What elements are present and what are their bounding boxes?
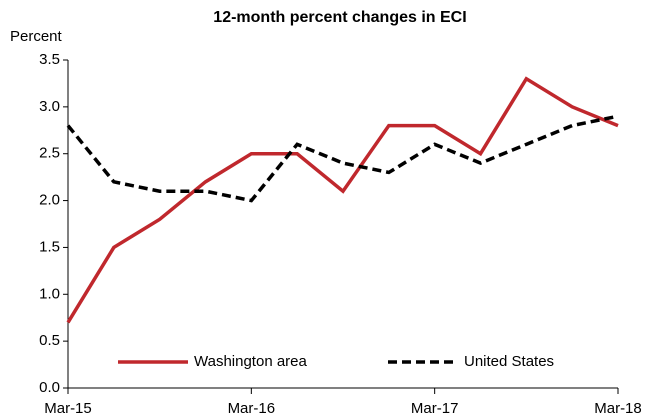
x-tick-label: Mar-15 [44,400,92,417]
series-line [66,76,619,324]
y-tick-label: 1.0 [39,285,60,302]
y-tick-label: 3.5 [39,51,60,68]
x-tick-label: Mar-17 [411,400,459,417]
x-tick-label: Mar-18 [594,400,642,417]
legend-label: Washington area [194,353,308,370]
y-tick-label: 0.5 [39,332,60,349]
y-tick-label: 0.0 [39,379,60,396]
y-tick-label: 2.5 [39,145,60,162]
y-tick-label: 1.5 [39,238,60,255]
y-tick-label: 2.0 [39,192,60,209]
y-axis-label: Percent [10,28,63,45]
x-tick-label: Mar-16 [228,400,276,417]
series-line [66,114,619,203]
chart-title: 12-month percent changes in ECI [213,9,466,26]
legend-label: United States [464,353,554,370]
y-tick-label: 3.0 [39,98,60,115]
